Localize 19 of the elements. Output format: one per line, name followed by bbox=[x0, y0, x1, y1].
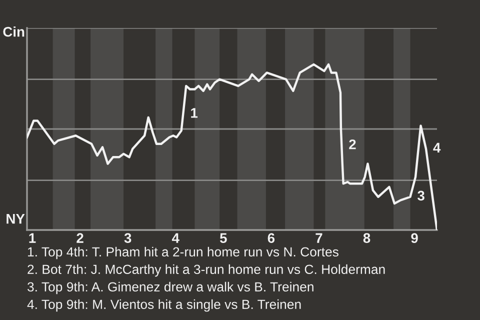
x-tick-label: 4 bbox=[172, 233, 180, 243]
annotation: 2 bbox=[349, 139, 356, 150]
text: 3. Top 9th: A. Gimenez drew a walk vs B. Treinen bbox=[28, 282, 314, 294]
annotation: 1 bbox=[191, 108, 198, 118]
x-tick-label: 7 bbox=[316, 233, 322, 243]
text: 2. Bot 7th: J. McCarthy hit a 3-run home run vs C. Holderman bbox=[28, 264, 385, 277]
x-tick-label: 1 bbox=[29, 233, 36, 243]
text: 4. Top 9th: M. Vientos hit a single vs B. Treinen bbox=[27, 299, 301, 312]
x-tick-label: 3 bbox=[124, 233, 132, 243]
x-tick-label: 6 bbox=[268, 233, 275, 243]
x-tick-label: 8 bbox=[363, 233, 370, 243]
annotation: 4 bbox=[433, 142, 441, 152]
x-tick-label: 9 bbox=[411, 233, 418, 243]
text: 1. Top 4th: T. Pham hit a 2-run home run vs N. Cortes bbox=[28, 246, 338, 260]
x-tick-label: 2 bbox=[76, 233, 84, 243]
annotation: 3 bbox=[418, 190, 424, 201]
text: NY bbox=[6, 214, 25, 224]
text: Cin bbox=[3, 26, 24, 37]
x-tick-label: 5 bbox=[220, 233, 227, 243]
